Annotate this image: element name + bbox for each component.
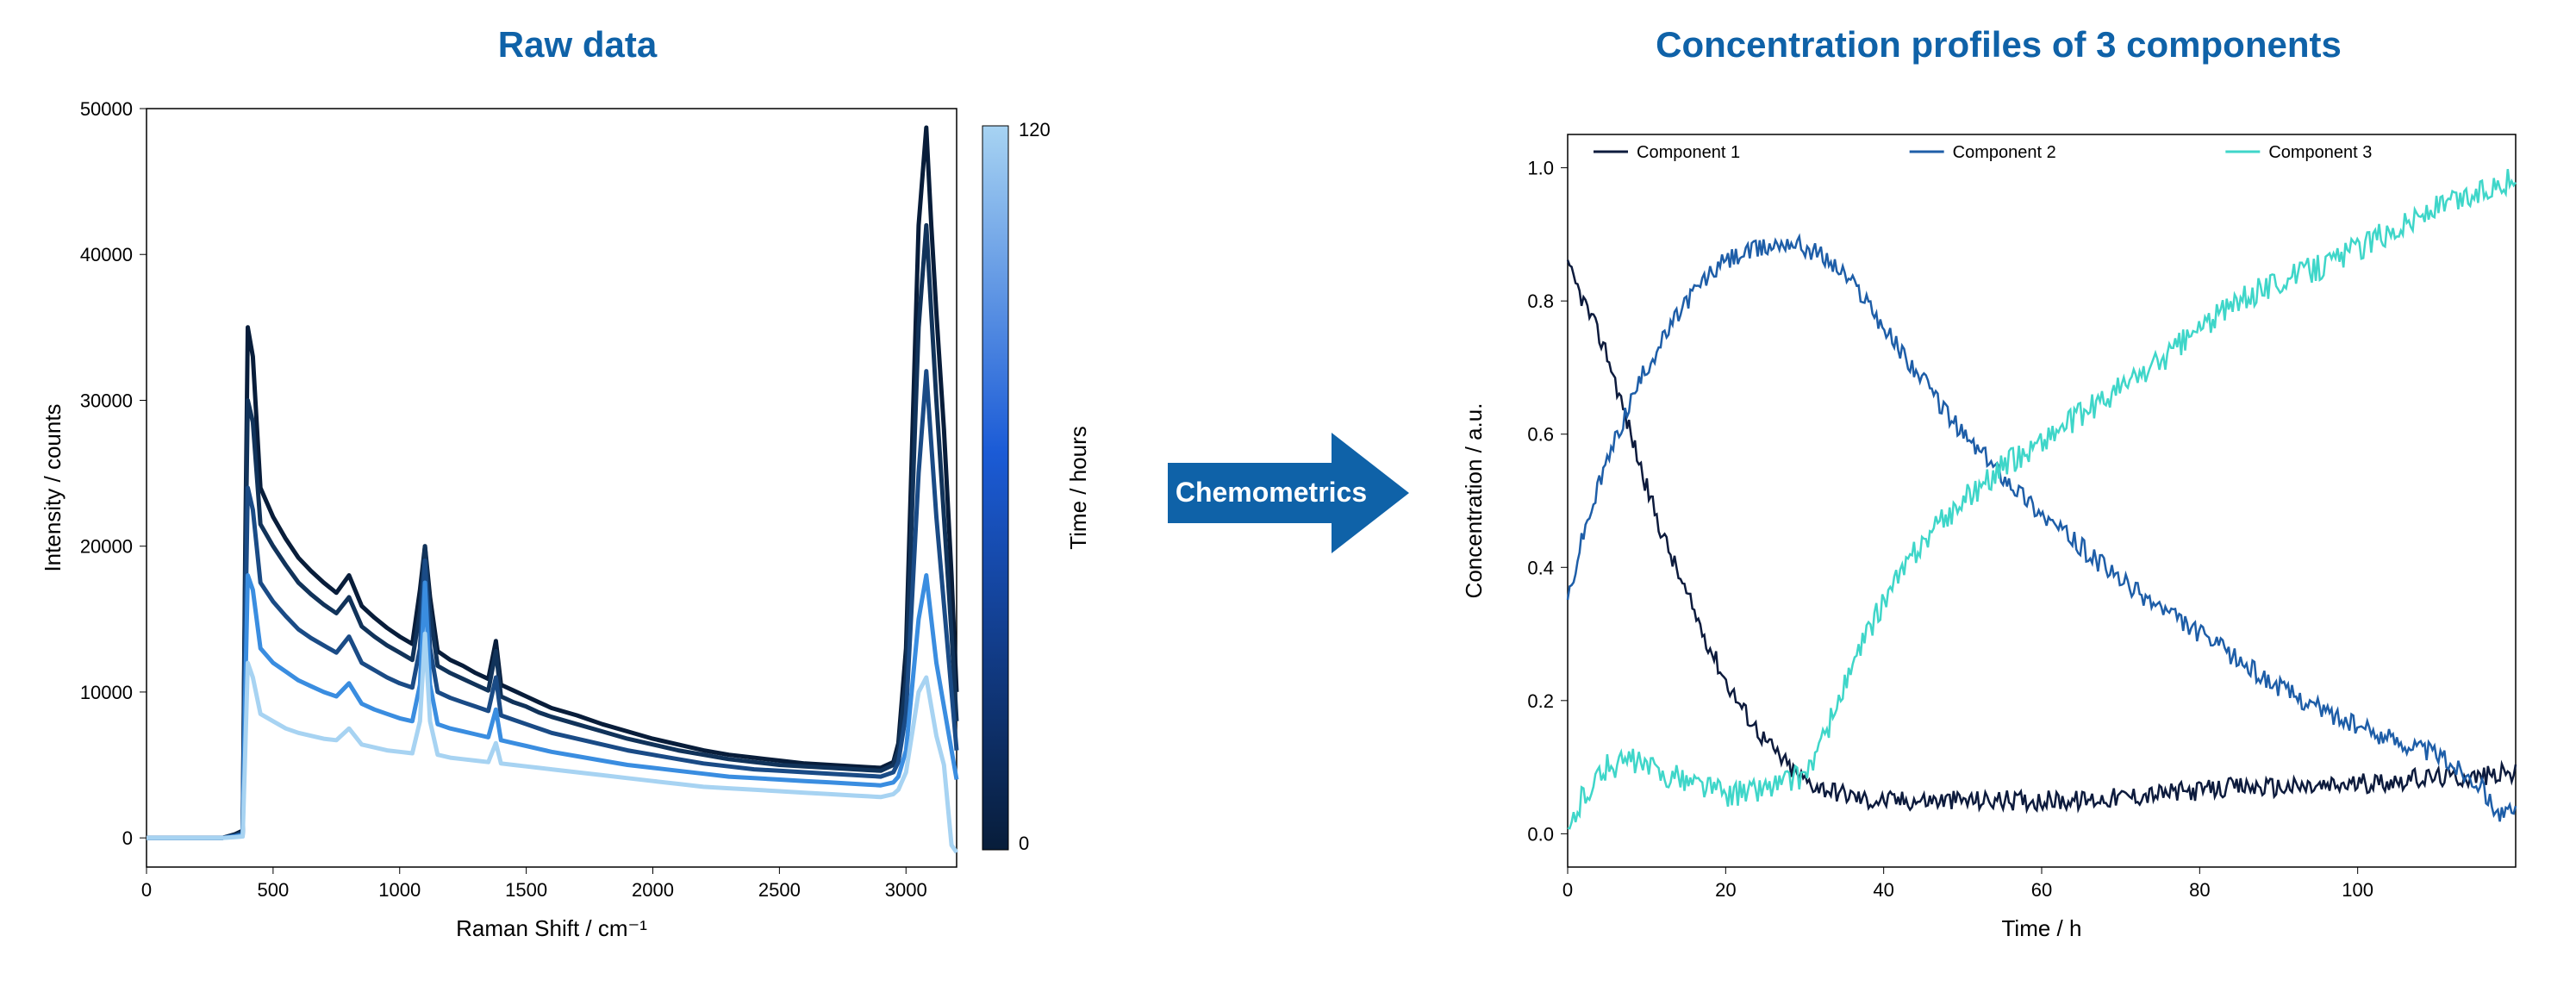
concentration-chart: 0 20 40 60 80 100 0.0 0.2 0.4 0.6 0.8 1.0 Time / h Co… bbox=[1456, 83, 2542, 962]
svg-text:Component 3: Component 3 bbox=[2268, 143, 2372, 162]
raw-data-chart: 0500100015002000250030000100002000030000… bbox=[34, 83, 1120, 962]
svg-text:0: 0 bbox=[1019, 833, 1029, 854]
svg-text:60: 60 bbox=[2031, 879, 2052, 901]
svg-text:0.8: 0.8 bbox=[1527, 290, 1554, 312]
svg-text:2000: 2000 bbox=[632, 879, 674, 901]
svg-text:1000: 1000 bbox=[378, 879, 421, 901]
svg-text:20000: 20000 bbox=[80, 536, 133, 558]
svg-text:120: 120 bbox=[1019, 119, 1051, 140]
right-panel: Concentration profiles of 3 components 0… bbox=[1456, 24, 2542, 962]
svg-text:Time / h: Time / h bbox=[2002, 915, 2082, 941]
left-title: Raw data bbox=[498, 24, 657, 66]
svg-text:2500: 2500 bbox=[758, 879, 801, 901]
svg-text:0.2: 0.2 bbox=[1527, 690, 1554, 712]
svg-text:20: 20 bbox=[1715, 879, 1736, 901]
svg-text:50000: 50000 bbox=[80, 98, 133, 120]
svg-text:Component 2: Component 2 bbox=[1953, 143, 2056, 162]
svg-text:30000: 30000 bbox=[80, 390, 133, 411]
svg-text:1.0: 1.0 bbox=[1527, 158, 1554, 179]
svg-text:Raman Shift / cm⁻¹: Raman Shift / cm⁻¹ bbox=[456, 915, 647, 941]
svg-text:3000: 3000 bbox=[885, 879, 927, 901]
svg-text:Intensity / counts: Intensity / counts bbox=[40, 403, 65, 571]
svg-text:1500: 1500 bbox=[505, 879, 547, 901]
svg-text:10000: 10000 bbox=[80, 682, 133, 703]
svg-text:40000: 40000 bbox=[80, 244, 133, 265]
svg-text:80: 80 bbox=[2189, 879, 2210, 901]
svg-text:Chemometrics: Chemometrics bbox=[1175, 477, 1366, 508]
left-panel: Raw data 0500100015002000250030000100002… bbox=[34, 24, 1120, 962]
right-title: Concentration profiles of 3 components bbox=[1656, 24, 2342, 66]
svg-text:500: 500 bbox=[258, 879, 290, 901]
svg-text:0: 0 bbox=[1562, 879, 1573, 901]
arrow-wrap: Chemometrics bbox=[1159, 415, 1418, 571]
svg-text:0: 0 bbox=[141, 879, 152, 901]
svg-text:Component 1: Component 1 bbox=[1637, 143, 1740, 162]
svg-text:0.6: 0.6 bbox=[1527, 424, 1554, 446]
svg-text:0: 0 bbox=[122, 827, 133, 849]
svg-text:0.0: 0.0 bbox=[1527, 823, 1554, 845]
svg-text:0.4: 0.4 bbox=[1527, 557, 1554, 578]
figure-container: Raw data 0500100015002000250030000100002… bbox=[0, 0, 2576, 986]
chemometrics-arrow: Chemometrics bbox=[1159, 415, 1418, 571]
svg-text:Concentration / a.u.: Concentration / a.u. bbox=[1461, 403, 1487, 599]
svg-text:Time / hours: Time / hours bbox=[1065, 426, 1091, 550]
svg-text:100: 100 bbox=[2342, 879, 2373, 901]
svg-text:40: 40 bbox=[1873, 879, 1893, 901]
